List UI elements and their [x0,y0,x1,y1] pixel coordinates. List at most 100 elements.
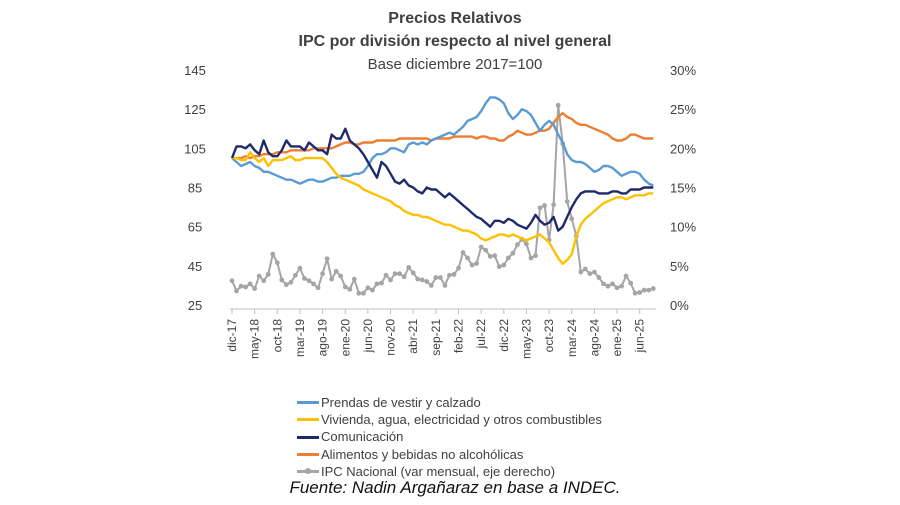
ipc-data-point [293,272,298,278]
ipc-data-point [288,279,294,285]
chart-title: Precios Relativos [388,10,522,27]
ipc-data-point [569,216,575,222]
x-tick-label: ago-19 [316,319,330,357]
legend-marker [305,467,311,474]
ipc-data-point [311,281,316,287]
ipc-data-point [555,102,561,108]
ipc-data-point [302,275,307,281]
x-tick-label: dic-22 [497,319,511,352]
ipc-data-point [410,270,416,276]
chart-subtitle: IPC por división respecto al nivel gener… [299,33,612,50]
x-tick-label: ago-24 [587,319,601,357]
ipc-data-point [419,277,425,283]
legend-item: IPC Nacional (var mensual, eje derecho) [297,463,602,480]
ipc-data-point [501,262,507,268]
y-right-tick-label: 15% [670,181,696,196]
ipc-data-point [397,271,403,277]
ipc-data-point [542,203,547,208]
x-tick-label: jun-25 [633,319,647,354]
y-left-tick-label: 45 [188,259,202,274]
ipc-data-point [505,255,511,261]
legend-swatch [297,435,319,439]
ipc-data-point [447,272,452,278]
ipc-data-point [646,287,652,293]
legend-label: Vivienda, agua, electricidad y otros com… [321,412,602,428]
ipc-data-point [437,275,443,280]
ipc-data-point [478,244,484,250]
ipc-data-point [601,281,606,287]
y-left-tick-label: 25 [188,298,202,313]
ipc-data-point [388,277,393,283]
ipc-data-point [379,280,384,286]
y-left-tick-label: 85 [188,181,202,196]
ipc-data-point [474,261,480,266]
ipc-data-point [238,283,244,289]
ipc-data-point [596,275,602,280]
ipc-data-point [329,276,335,282]
x-tick-label: may-18 [248,319,262,359]
ipc-data-point [324,256,330,262]
ipc-data-point [256,273,262,279]
ipc-data-point [365,285,371,291]
ipc-data-point [537,205,543,211]
ipc-data-point [628,280,634,286]
ipc-data-point [356,290,362,296]
ipc-data-point [392,271,398,277]
ipc-data-point [551,202,557,208]
ipc-data-point [578,269,584,275]
ipc-data-point [424,279,430,284]
ipc-data-point [279,277,285,283]
ipc-data-point [614,285,620,291]
x-tick-label: dic-17 [225,319,239,352]
ipc-data-point [428,283,434,288]
series-line-2 [230,127,654,232]
ipc-data-point [229,278,235,284]
ipc-data-point [338,273,344,279]
y-right-tick-label: 10% [670,220,696,235]
source-note: Fuente: Nadin Argañaraz en base a INDEC. [289,478,621,497]
y-right-tick-label: 30% [670,63,696,78]
ipc-data-point [514,242,520,248]
ipc-data-point [619,283,624,289]
y-right-tick-label: 5% [670,259,689,274]
chart-base-note: Base diciembre 2017=100 [368,56,543,73]
ipc-data-point [451,272,457,277]
ipc-data-point [252,286,258,291]
y-left-tick-label: 65 [188,220,202,235]
ipc-data-point [492,253,498,259]
y-left-tick-label: 125 [184,102,206,117]
ipc-data-point [564,199,570,205]
ipc-data-point [650,286,656,291]
y-left-tick-label: 105 [184,141,206,156]
ipc-data-point [528,255,534,261]
ipc-data-point [247,281,253,287]
ipc-data-point [333,268,339,274]
ipc-data-point [342,284,348,290]
ipc-data-point [433,275,439,280]
ipc-data-point [510,250,516,256]
ipc-data-point [374,281,380,287]
ipc-data-point [623,273,629,279]
ipc-data-point [243,284,248,290]
ipc-data-point [524,241,529,247]
ipc-data-point [360,290,366,296]
y-right-tick-label: 25% [670,102,696,117]
x-tick-label: oct-18 [270,319,284,353]
ipc-data-point [415,276,421,282]
ipc-data-point [265,272,271,277]
ipc-data-point [270,251,276,257]
x-tick-label: jun-20 [361,319,375,354]
legend-swatch [297,401,319,405]
ipc-data-point [351,276,357,282]
legend: Prendas de vestir y calzado Vivienda, agu… [297,394,602,480]
ipc-data-point [487,254,493,259]
legend-label: Prendas de vestir y calzado [321,395,481,410]
legend-swatch [297,418,319,422]
ipc-data-point [592,269,597,275]
legend-label: Alimentos y bebidas no alcohólicas [321,446,524,462]
ipc-data-point [496,264,502,270]
ipc-data-point [234,288,239,294]
ipc-data-point [306,278,312,284]
x-tick-label: jul-22 [474,319,488,350]
